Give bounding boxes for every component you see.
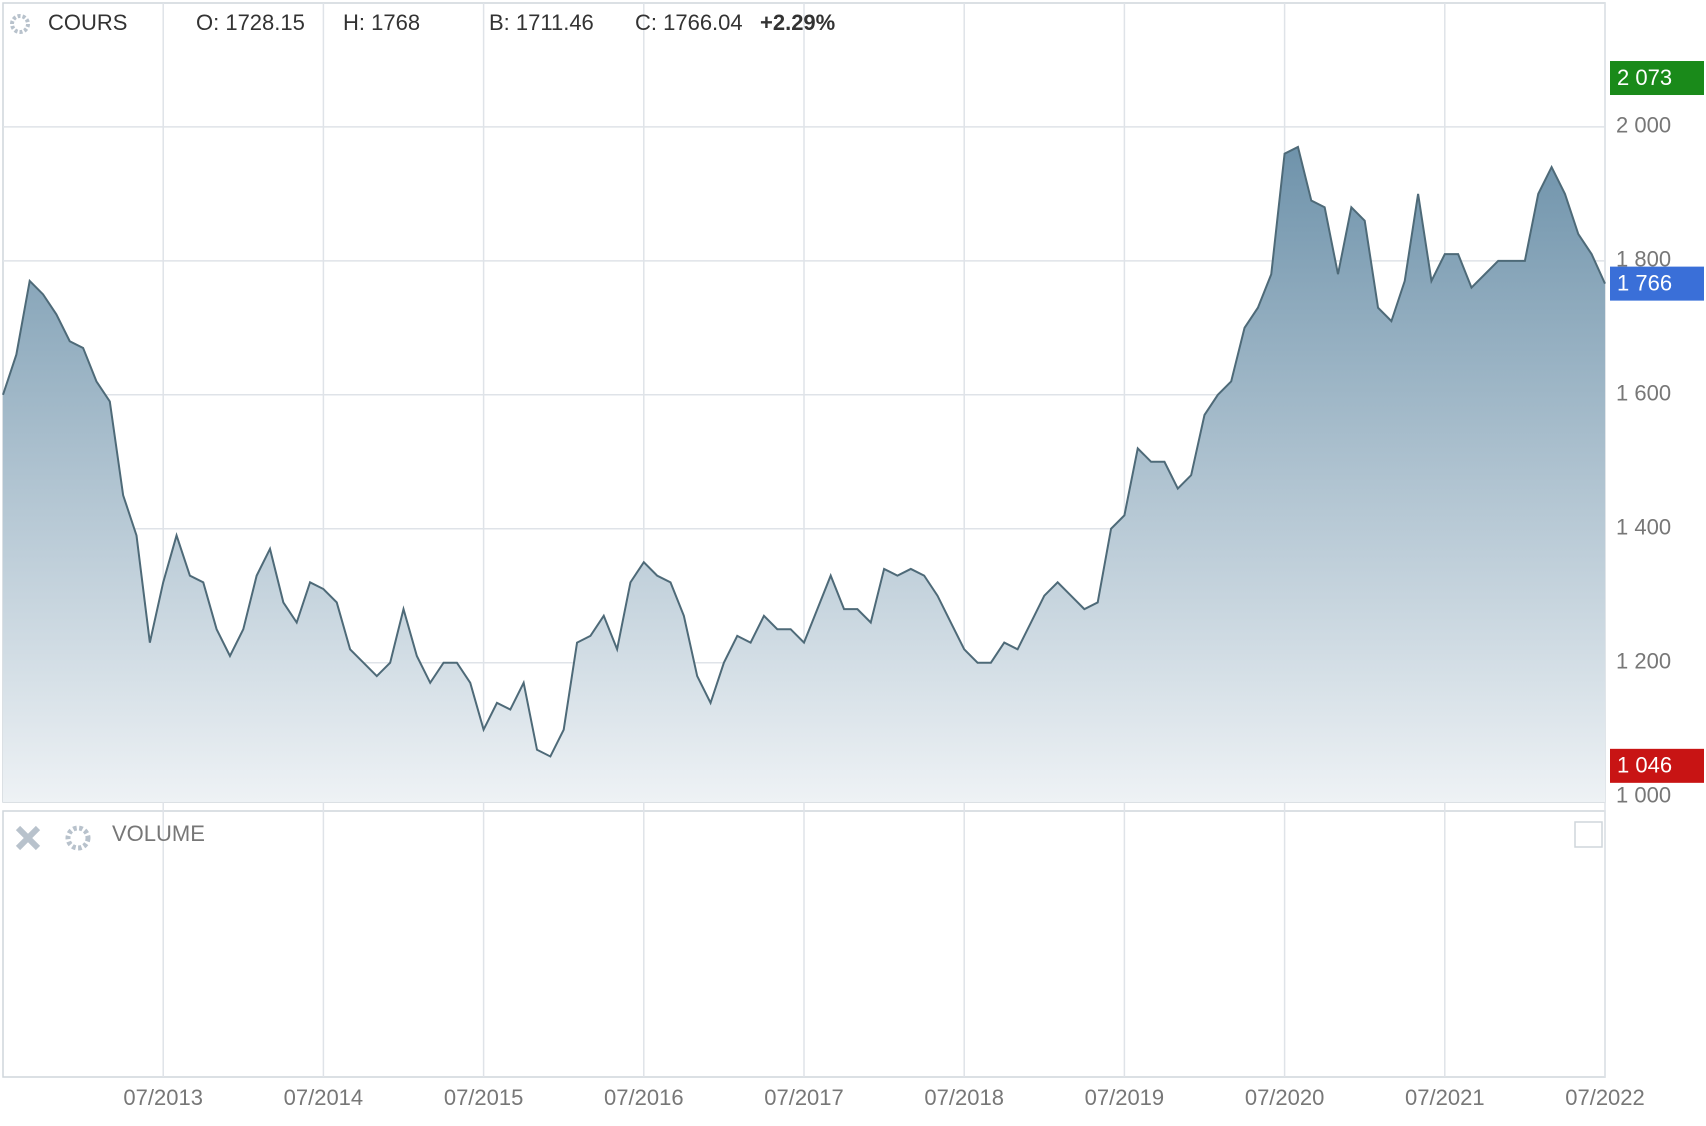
price-marker-label: 1 766 <box>1617 270 1672 295</box>
x-tick-label: 07/2014 <box>284 1085 364 1110</box>
y-tick-label: 1 000 <box>1616 782 1671 807</box>
volume-header: VOLUME <box>15 821 1603 851</box>
x-tick-label: 07/2015 <box>444 1085 524 1110</box>
x-tick-label: 07/2021 <box>1405 1085 1485 1110</box>
line <box>2 145 1606 758</box>
price-marker <box>1610 748 1704 783</box>
x-tick-label: 07/2018 <box>924 1085 1004 1110</box>
x-tick-label: 07/2016 <box>604 1085 684 1110</box>
header: COURS O: 1728.15 H: 1768 B: 1711.46 C: 1… <box>10 10 835 35</box>
x-tick-label: 07/2020 <box>1245 1085 1325 1110</box>
change: +2.29% <box>760 10 835 35</box>
y-tick-label: 1 400 <box>1616 515 1671 540</box>
panel-title: COURS <box>48 10 127 35</box>
close: C: 1766.04 <box>635 10 743 35</box>
checkbox[interactable] <box>1574 821 1603 848</box>
x-tick-label: 07/2013 <box>123 1085 203 1110</box>
close-icon[interactable] <box>15 825 41 851</box>
low: B: 1711.46 <box>489 10 594 35</box>
plot <box>2 145 1606 803</box>
price-marker-label: 1 046 <box>1617 753 1672 778</box>
y-tick-label: 1 200 <box>1616 649 1671 674</box>
x-tick-label: 07/2019 <box>1085 1085 1165 1110</box>
y-tick-label: 2 000 <box>1616 113 1671 138</box>
x-tick-label: 07/2017 <box>764 1085 844 1110</box>
settings-icon[interactable] <box>10 14 30 34</box>
price-marker <box>1610 266 1704 301</box>
open: O: 1728.15 <box>196 10 305 35</box>
x-tick-label: 07/2022 <box>1565 1085 1645 1110</box>
area <box>3 146 1605 803</box>
price-marker <box>1610 61 1704 96</box>
high: H: 1768 <box>343 10 420 35</box>
settings-icon[interactable] <box>65 825 91 851</box>
y-tick-label: 1 600 <box>1616 381 1671 406</box>
price-marker-label: 2 073 <box>1617 65 1672 90</box>
volume-title: VOLUME <box>112 821 205 846</box>
